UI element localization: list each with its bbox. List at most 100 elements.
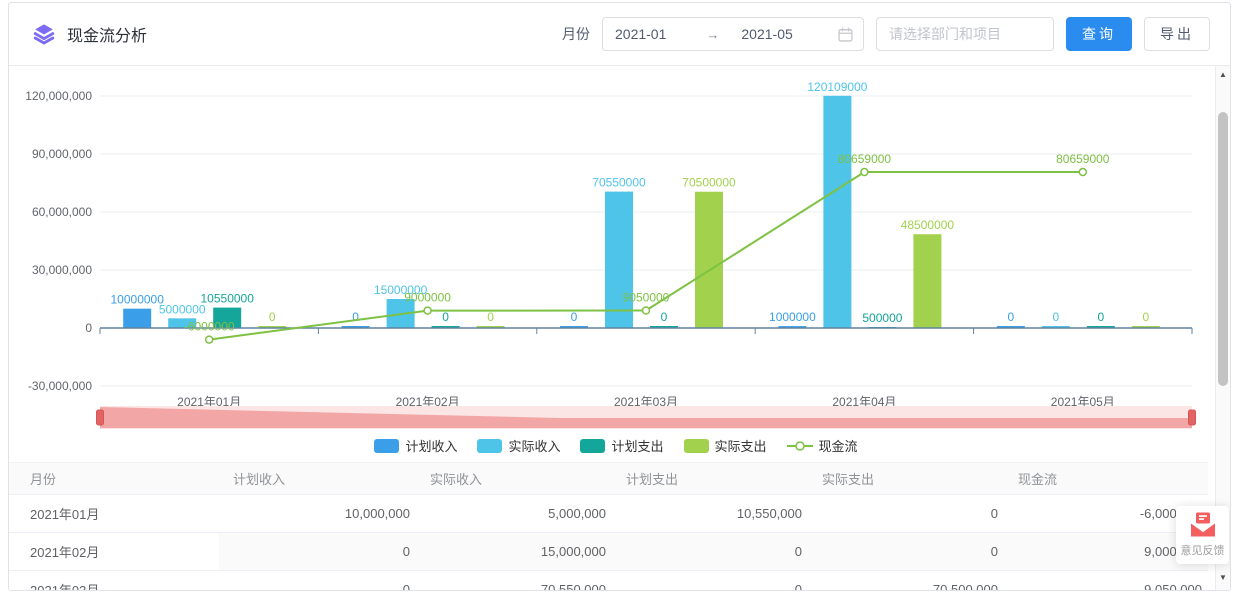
select-placeholder: 请选择部门和项目 <box>889 26 1001 42</box>
table-cell: 0 <box>612 532 808 571</box>
feedback-label: 意见反馈 <box>1180 545 1225 557</box>
cashflow-label: 9000000 <box>404 291 451 305</box>
feedback-envelope-icon <box>1189 512 1216 538</box>
cash-flow-chart: -30,000,000 0 30,000,000 60,000,000 90,000,0… <box>25 80 1196 429</box>
bar-计划收入 <box>996 326 1025 328</box>
table-cell: 0 <box>219 532 416 571</box>
layers-icon <box>33 23 55 45</box>
y-axis-label: 30,000,000 <box>32 263 92 277</box>
x-axis-label: 2021年02月 <box>396 395 460 409</box>
legend-item-实际收入[interactable]: 实际收入 <box>477 436 560 455</box>
page-title: 现金流分析 <box>67 28 148 45</box>
legend-line-marker <box>786 440 813 451</box>
bar-实际支出 <box>258 326 287 328</box>
bar-label: 0 <box>1097 310 1104 324</box>
cashflow-point <box>1078 167 1088 177</box>
range-arrow-icon: → <box>706 26 720 42</box>
bar-label: 0 <box>442 310 449 324</box>
cashflow-label: 80659000 <box>838 152 892 166</box>
cashflow-point <box>204 335 214 344</box>
cashflow-label: 9050000 <box>623 291 670 305</box>
bar-label: 0 <box>269 310 276 324</box>
cashflow-point <box>860 167 869 177</box>
x-axis-label: 2021年05月 <box>1051 395 1115 409</box>
bar-计划支出 <box>650 326 678 328</box>
calendar-icon[interactable] <box>838 27 853 42</box>
cashflow-point <box>641 306 651 315</box>
header: 现金流分析 月份 2021-01 → 2021-05 请选择部门和项目 <box>9 3 1230 66</box>
datazoom-area <box>100 407 1192 428</box>
y-axis-label: 120,000,000 <box>25 89 92 103</box>
legend-item-实际支出[interactable]: 实际支出 <box>683 436 767 455</box>
bar-实际收入 <box>168 318 197 328</box>
bar-label: 0 <box>1052 310 1059 324</box>
bar-实际收入 <box>605 191 633 328</box>
table-cell: 2021年01月 <box>9 494 219 533</box>
bar-label: 0 <box>1142 310 1149 324</box>
bar-label: 0 <box>661 310 668 324</box>
table-cell: 2021年02月 <box>9 532 219 571</box>
bar-计划收入 <box>778 326 807 328</box>
department-project-select[interactable]: 请选择部门和项目 <box>876 17 1054 51</box>
bar-label: 15000000 <box>374 283 428 297</box>
bar-实际支出 <box>913 234 942 328</box>
legend-swatch <box>374 438 400 453</box>
table-cell: 2021年03月 <box>9 570 219 590</box>
bar-label: 0 <box>571 310 578 324</box>
scrollbar-thumb[interactable] <box>1218 112 1228 386</box>
y-axis-label: 90,000,000 <box>32 147 92 161</box>
export-button[interactable]: 导出 <box>1144 17 1210 51</box>
table-cell: 9,050,000 <box>1004 570 1208 590</box>
scroll-down-arrow-icon[interactable]: ▼ <box>1219 573 1227 582</box>
legend-label: 实际收入 <box>508 439 561 454</box>
chart-legend: 计划收入 实际收入 计划支出 实际支出 现金流 <box>9 436 1223 455</box>
cash-flow-analysis-card: 现金流分析 月份 2021-01 → 2021-05 请选择部门和项目 <box>8 2 1231 591</box>
datazoom-handle-right[interactable] <box>1188 409 1196 426</box>
legend-item-计划支出[interactable]: 计划支出 <box>580 436 664 455</box>
table-header-cell: 实际支出 <box>808 462 1004 495</box>
table-cell: 0 <box>219 570 416 590</box>
legend-label: 计划支出 <box>611 439 664 454</box>
bar-label: 10000000 <box>111 293 165 307</box>
table-body: 2021年01月 10,000,000 5,000,000 10,550,000 0 -6… <box>9 494 1208 590</box>
bar-计划支出 <box>1086 326 1115 328</box>
date-end-value[interactable]: 2021-05 <box>741 26 793 42</box>
date-start-value[interactable]: 2021-01 <box>615 26 667 42</box>
table-cell: 10,550,000 <box>612 494 808 533</box>
datazoom-handle-left[interactable] <box>96 409 104 426</box>
date-range-picker[interactable]: 2021-01 → 2021-05 <box>602 17 864 51</box>
bar-实际收入 <box>1041 326 1070 328</box>
bar-label: 500000 <box>862 311 902 325</box>
bar-实际支出 <box>476 326 505 328</box>
legend-label: 现金流 <box>818 439 858 454</box>
cash-flow-table-wrap: 月份 计划收入 实际收入 计划支出 实际支出 现金流 2021年01月 10,000,000… <box>9 462 1223 590</box>
table-cell: -6,000,000 <box>1004 494 1208 533</box>
feedback-widget[interactable]: 意见反馈 <box>1176 506 1229 564</box>
legend-item-计划收入[interactable]: 计划收入 <box>374 436 457 455</box>
legend-item-现金流[interactable]: 现金流 <box>786 436 858 455</box>
bar-计划支出 <box>213 307 242 328</box>
bar-实际收入 <box>823 95 852 328</box>
vertical-scrollbar[interactable]: ▲ ▼ <box>1215 66 1230 590</box>
table-row: 2021年02月 0 15,000,000 0 0 9,000,000 <box>9 532 1208 571</box>
query-button[interactable]: 查询 <box>1066 17 1132 51</box>
x-axis-label: 2021年04月 <box>832 395 896 409</box>
bar-计划支出 <box>431 326 460 328</box>
y-axis-label: 60,000,000 <box>32 205 92 219</box>
legend-swatch <box>683 438 709 453</box>
y-axis-label: 0 <box>85 321 92 335</box>
bar-label: 0 <box>352 310 359 324</box>
bar-label: 5000000 <box>159 302 206 316</box>
bar-label: 70500000 <box>682 176 736 190</box>
table-cell: 70,500,000 <box>808 570 1004 590</box>
legend-label: 计划收入 <box>405 439 458 454</box>
scroll-up-arrow-icon[interactable]: ▲ <box>1219 70 1227 79</box>
table-header-cell: 计划收入 <box>219 462 416 495</box>
table-cell: 0 <box>808 494 1004 533</box>
cashflow-label: 80659000 <box>1056 152 1110 166</box>
bar-label: 70550000 <box>592 176 646 190</box>
cashflow-point <box>423 306 432 315</box>
bar-label: 10550000 <box>201 292 255 306</box>
bar-label: 1000000 <box>769 310 816 324</box>
